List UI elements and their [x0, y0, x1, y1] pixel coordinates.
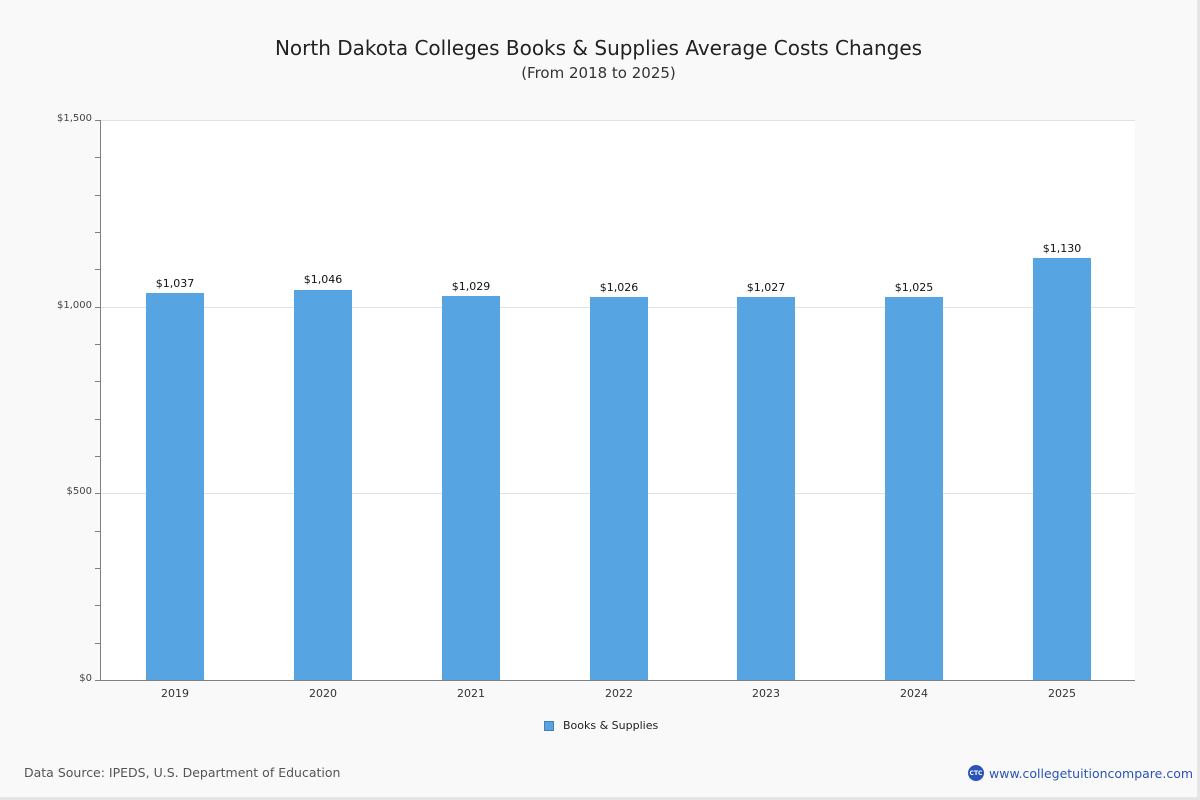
chart-subtitle: (From 2018 to 2025)	[521, 64, 676, 82]
y-tick	[95, 195, 100, 196]
y-tick-label: $500	[66, 486, 92, 497]
x-tick-label: 2025	[1048, 687, 1076, 700]
y-tick-label: $0	[79, 673, 92, 684]
y-tick	[95, 120, 100, 121]
legend-swatch-icon	[544, 720, 554, 731]
y-tick-label: $1,000	[57, 300, 92, 311]
bar-2023[interactable]	[737, 297, 795, 680]
bar-2021[interactable]	[442, 296, 500, 680]
x-tick-label: 2024	[900, 687, 928, 700]
bar-value-label: $1,046	[303, 273, 343, 286]
legend-label: Books & Supplies	[563, 719, 659, 732]
bar-value-label: $1,025	[894, 281, 934, 294]
x-tick-label: 2020	[309, 687, 337, 700]
legend-item-books-supplies[interactable]: Books & Supplies	[544, 719, 658, 732]
data-source-note: Data Source: IPEDS, U.S. Department of E…	[24, 765, 341, 780]
x-tick-label: 2019	[161, 687, 189, 700]
y-axis	[100, 120, 101, 680]
y-tick	[95, 605, 100, 606]
y-tick	[95, 307, 100, 308]
ctc-logo-icon: CTC	[968, 765, 984, 781]
bar-value-label: $1,130	[1042, 242, 1082, 255]
bar-2019[interactable]	[146, 293, 204, 680]
brand-link[interactable]: CTC www.collegetuitioncompare.com	[968, 765, 1193, 781]
y-tick	[95, 344, 100, 345]
bar-value-label: $1,037	[155, 277, 195, 290]
y-tick	[95, 568, 100, 569]
y-tick	[95, 680, 100, 681]
bar-2020[interactable]	[294, 290, 352, 680]
bar-value-label: $1,029	[451, 280, 491, 293]
x-tick-label: 2023	[752, 687, 780, 700]
gridline-1500	[100, 120, 1135, 121]
y-tick	[95, 381, 100, 382]
y-tick-label: $1,500	[57, 113, 92, 124]
bar-value-label: $1,026	[599, 281, 639, 294]
y-tick	[95, 493, 100, 494]
bar-2024[interactable]	[885, 297, 943, 680]
y-tick	[95, 531, 100, 532]
y-tick	[95, 643, 100, 644]
x-tick-label: 2021	[457, 687, 485, 700]
y-tick	[95, 419, 100, 420]
y-tick	[95, 456, 100, 457]
bar-value-label: $1,027	[746, 281, 786, 294]
x-axis	[100, 680, 1135, 681]
x-tick-label: 2022	[605, 687, 633, 700]
bar-2025[interactable]	[1033, 258, 1091, 680]
y-tick	[95, 157, 100, 158]
chart-title: North Dakota Colleges Books & Supplies A…	[274, 36, 923, 60]
y-tick	[95, 232, 100, 233]
bar-2022[interactable]	[590, 297, 648, 680]
brand-url: www.collegetuitioncompare.com	[989, 765, 1194, 781]
y-tick	[95, 269, 100, 270]
